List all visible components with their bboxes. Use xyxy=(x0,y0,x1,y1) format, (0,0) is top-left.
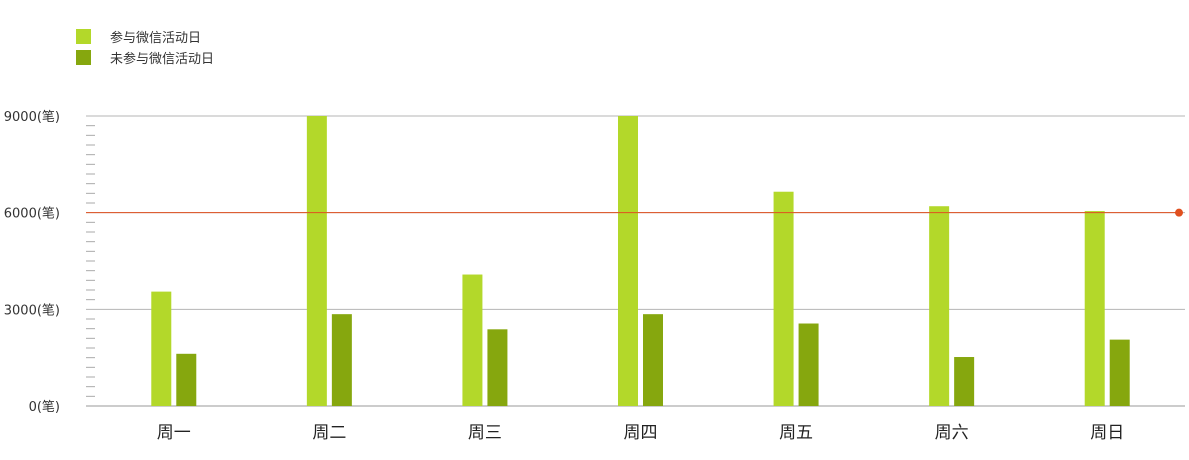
reference-line-marker xyxy=(1175,208,1183,217)
bar-participated xyxy=(151,291,172,406)
x-tick-label: 周一 xyxy=(157,423,191,443)
bar-not-participated xyxy=(643,314,663,406)
y-tick-label: 9000(笔) xyxy=(4,109,60,125)
legend-item-not-participated: 未参与微信活动日 xyxy=(76,47,214,68)
legend-swatch-not-participated xyxy=(76,50,91,65)
bars xyxy=(151,116,1130,406)
legend-label-participated: 参与微信活动日 xyxy=(110,31,202,46)
x-tick-label: 周五 xyxy=(779,423,813,443)
bar-participated xyxy=(306,116,327,406)
bar-not-participated xyxy=(798,323,819,406)
bar-participated xyxy=(773,191,794,406)
x-tick-label: 周四 xyxy=(624,423,658,443)
y-minor-ticks xyxy=(86,125,95,397)
y-axis-labels: 0(笔) 3000(笔) 6000(笔) 9000(笔) xyxy=(4,109,60,415)
legend: 参与微信活动日 未参与微信活动日 xyxy=(76,26,214,68)
legend-item-participated: 参与微信活动日 xyxy=(76,26,214,47)
y-tick-label: 3000(笔) xyxy=(4,302,60,318)
x-tick-label: 周日 xyxy=(1090,423,1124,443)
bar-not-participated xyxy=(954,357,975,406)
y-tick-label: 0(笔) xyxy=(29,399,60,415)
x-tick-label: 周三 xyxy=(468,423,502,443)
y-tick-label: 6000(笔) xyxy=(4,206,60,222)
bar-not-participated xyxy=(176,353,197,406)
legend-label-not-participated: 未参与微信活动日 xyxy=(110,52,215,67)
x-tick-label: 周六 xyxy=(935,423,969,443)
bar-participated xyxy=(929,206,950,406)
bar-participated xyxy=(462,274,483,406)
bar-participated xyxy=(1084,211,1105,406)
bar-not-participated xyxy=(331,314,352,406)
x-tick-label: 周二 xyxy=(312,423,346,443)
x-axis-labels: 周一 周二 周三 周四 周五 周六 周日 xyxy=(157,423,1124,443)
bar-not-participated xyxy=(1109,339,1130,406)
bar-not-participated xyxy=(487,329,508,406)
bar-participated xyxy=(618,116,638,406)
legend-swatch-participated xyxy=(76,29,91,44)
reference-line-layer xyxy=(86,208,1183,217)
